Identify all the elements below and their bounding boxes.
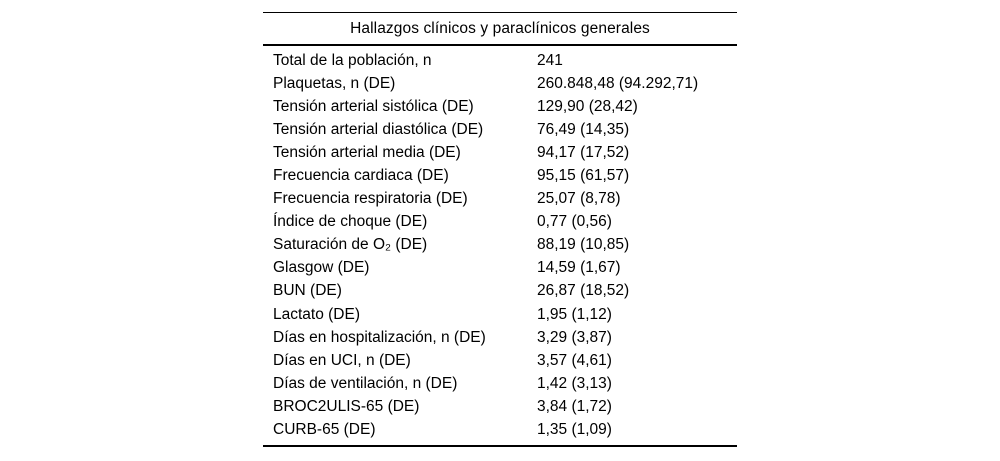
row-label: Tensión arterial diastólica (DE)	[273, 120, 484, 138]
row-label: BROC2ULIS-65 (DE)	[273, 397, 420, 415]
row-value: 1,35 (1,09)	[537, 421, 612, 439]
table-row: Tensión arterial sistólica (DE) 129,90 (…	[263, 95, 737, 118]
table-row: CURB-65 (DE) 1,35 (1,09)	[263, 419, 737, 442]
row-value: 14,59 (1,67)	[537, 259, 621, 277]
table-header-rule	[263, 44, 737, 46]
row-label: Días de ventilación, n (DE)	[273, 374, 458, 392]
table-title-band: Hallazgos clínicos y paraclínicos genera…	[263, 13, 737, 44]
row-label: Días en hospitalización, n (DE)	[273, 328, 486, 346]
row-label: Glasgow (DE)	[273, 259, 370, 277]
row-value: 3,84 (1,72)	[537, 397, 612, 415]
row-value: 76,49 (14,35)	[537, 120, 630, 138]
row-label: Índice de choque (DE)	[273, 213, 428, 231]
row-label: Frecuencia respiratoria (DE)	[273, 190, 468, 208]
table-row: Tensión arterial media (DE) 94,17 (17,52…	[263, 141, 737, 164]
row-value: 1,42 (3,13)	[537, 374, 612, 392]
row-label: Tensión arterial media (DE)	[273, 143, 461, 161]
row-value: 0,77 (0,56)	[537, 213, 612, 231]
table-row: Frecuencia cardiaca (DE) 95,15 (61,57)	[263, 164, 737, 187]
table-row: Días de ventilación, n (DE) 1,42 (3,13)	[263, 372, 737, 395]
row-label: Total de la población, n	[273, 51, 432, 69]
table-row: BUN (DE) 26,87 (18,52)	[263, 280, 737, 303]
row-value: 26,87 (18,52)	[537, 282, 630, 300]
row-label: Lactato (DE)	[273, 305, 361, 323]
table-row: Días en hospitalización, n (DE) 3,29 (3,…	[263, 326, 737, 349]
row-label: BUN (DE)	[273, 282, 342, 300]
row-value: 94,17 (17,52)	[537, 143, 630, 161]
table-top-rule	[263, 12, 737, 13]
table-row: Lactato (DE) 1,95 (1,12)	[263, 303, 737, 326]
row-label: Días en UCI, n (DE)	[273, 351, 411, 369]
row-label: Saturación de O₂ (DE)	[273, 236, 428, 254]
table-bottom-rule	[263, 444, 737, 447]
table-row: Tensión arterial diastólica (DE) 76,49 (…	[263, 118, 737, 141]
table-row: Saturación de O₂ (DE) 88,19 (10,85)	[263, 234, 737, 257]
row-label: Tensión arterial sistólica (DE)	[273, 97, 474, 115]
row-value: 88,19 (10,85)	[537, 236, 630, 254]
table-title: Hallazgos clínicos y paraclínicos genera…	[350, 19, 650, 37]
table-row: Índice de choque (DE) 0,77 (0,56)	[263, 211, 737, 234]
table-row: Total de la población, n 241	[263, 49, 737, 72]
clinical-findings-table: Hallazgos clínicos y paraclínicos genera…	[263, 12, 737, 447]
table-row: Glasgow (DE) 14,59 (1,67)	[263, 257, 737, 280]
row-value: 1,95 (1,12)	[537, 305, 612, 323]
row-value: 129,90 (28,42)	[537, 97, 638, 115]
row-label: Plaquetas, n (DE)	[273, 74, 396, 92]
row-value: 241	[537, 51, 563, 69]
row-value: 3,29 (3,87)	[537, 328, 612, 346]
table-row: Plaquetas, n (DE) 260.848,48 (94.292,71)	[263, 72, 737, 95]
row-value: 260.848,48 (94.292,71)	[537, 74, 699, 92]
table-row: BROC2ULIS-65 (DE) 3,84 (1,72)	[263, 395, 737, 418]
table-body: Total de la población, n 241 Plaquetas, …	[263, 46, 737, 445]
table-row: Frecuencia respiratoria (DE) 25,07 (8,78…	[263, 188, 737, 211]
row-label: Frecuencia cardiaca (DE)	[273, 167, 449, 185]
row-value: 95,15 (61,57)	[537, 167, 630, 185]
table-row: Días en UCI, n (DE) 3,57 (4,61)	[263, 349, 737, 372]
row-value: 25,07 (8,78)	[537, 190, 621, 208]
row-label: CURB-65 (DE)	[273, 421, 376, 439]
row-value: 3,57 (4,61)	[537, 351, 612, 369]
